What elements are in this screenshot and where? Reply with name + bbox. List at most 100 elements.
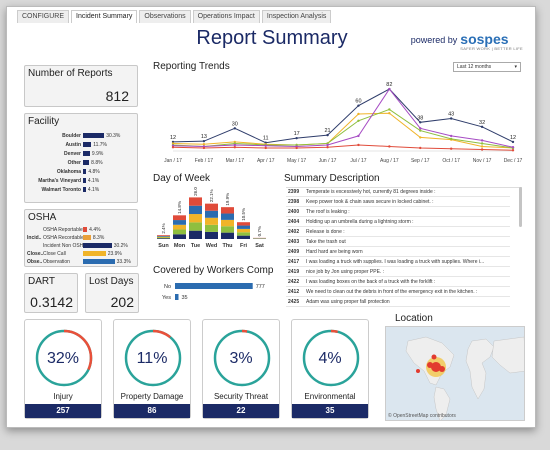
day-bar-segment[interactable]: [205, 217, 218, 225]
facility-bar: [83, 187, 86, 192]
gauge-percent: 3%: [229, 350, 253, 367]
day-bar-segment[interactable]: [189, 222, 202, 231]
day-bar-segment[interactable]: [221, 219, 234, 227]
day-bar-segment[interactable]: [221, 226, 234, 233]
trend-series-1[interactable]: [172, 112, 514, 149]
day-bar-segment[interactable]: [221, 207, 234, 214]
workers-comp-category: No: [164, 284, 171, 290]
gauge-card[interactable]: 32% Injury 257: [24, 319, 102, 419]
day-bar-segment[interactable]: [237, 222, 250, 226]
day-bar-segment[interactable]: [205, 210, 218, 218]
heat-zone-inner: [431, 362, 441, 372]
heat-spot-2: [439, 366, 445, 372]
day-label: Tue: [191, 243, 200, 249]
summary-row[interactable]: 2409 Hard hard are being worn: [286, 248, 510, 257]
trend-point: [419, 146, 422, 150]
facility-row[interactable]: Walmart Toronto 4.1%: [25, 186, 100, 193]
trend-series-4[interactable]: [172, 144, 514, 151]
day-label: Thu: [222, 243, 232, 249]
facility-row[interactable]: Denver 9.9%: [25, 150, 103, 157]
trend-point: [264, 144, 267, 147]
day-bar-segment[interactable]: [157, 235, 170, 237]
osha-row[interactable]: Incid.. OSHA Recordable 8.3%: [27, 234, 139, 241]
summary-text: Holding up an umbrella during a lightnin…: [306, 219, 414, 225]
tab-observations[interactable]: Observations: [139, 10, 191, 23]
summary-id: 2404: [288, 219, 300, 225]
tab-configure[interactable]: CONFIGURE: [17, 10, 69, 23]
summary-row[interactable]: 2412 We need to clean out the debris in f…: [286, 288, 510, 297]
day-bar-segment[interactable]: [173, 220, 186, 225]
workers-comp-bar[interactable]: [175, 294, 179, 300]
gauge-label: Security Threat: [213, 392, 269, 401]
facility-row[interactable]: Other 8.8%: [25, 159, 103, 166]
day-bar-segment[interactable]: [205, 224, 218, 232]
day-bar-segment[interactable]: [157, 236, 170, 238]
day-bar-segment[interactable]: [237, 232, 250, 236]
summary-row[interactable]: 2402 Release is done :: [286, 228, 510, 237]
day-bar-segment[interactable]: [173, 234, 186, 239]
osha-name: OSHA Recordable: [43, 234, 83, 241]
day-bar-segment[interactable]: [173, 229, 186, 235]
x-tick-label: Jun / 17: [319, 158, 337, 164]
summary-row[interactable]: 2399 Temperate is excessively hot, curren…: [286, 188, 510, 197]
trend-series-3[interactable]: [172, 88, 514, 148]
summary-row[interactable]: 2419 nice job by Jon using proper PPE. :: [286, 268, 510, 277]
scrollbar[interactable]: [519, 187, 522, 227]
osha-row[interactable]: Obse.. Observation 33.3%: [27, 258, 139, 265]
summary-row[interactable]: 2417 I was loading a truck with supplies.…: [286, 258, 510, 267]
summary-row[interactable]: 2403 Take the trash out: [286, 238, 510, 247]
facility-row[interactable]: Austin 11.7%: [25, 141, 107, 148]
summary-id: 2398: [288, 199, 300, 205]
summary-id: 2419: [288, 269, 300, 275]
gauge-card[interactable]: 3% Security Threat 22: [202, 319, 280, 419]
day-bar-segment[interactable]: [189, 197, 202, 206]
day-of-week-chart: 2.4% Sun 14.8% Mon 26.0% Tue 22.1% Wed 19.9% Thu 1…: [157, 187, 266, 249]
summary-row[interactable]: 2400 The roof is leaking :: [286, 208, 510, 217]
facility-row[interactable]: Boulder 30.3%: [25, 132, 120, 139]
day-bar-segment[interactable]: [221, 232, 234, 239]
trend-series-0[interactable]: [172, 88, 514, 144]
summary-row[interactable]: 2398 Keep power took & chain saws secure …: [286, 198, 510, 207]
day-bar-segment[interactable]: [189, 230, 202, 239]
osha-category: Obse..: [27, 258, 43, 265]
osha-row[interactable]: OSHA Reportable 4.4%: [27, 226, 139, 233]
osha-row[interactable]: Close.. Close Call 23.9%: [27, 250, 139, 257]
facility-row[interactable]: Martha's Vineyard 4.1%: [25, 177, 99, 184]
day-bar-segment[interactable]: [205, 203, 218, 211]
day-bar-segment[interactable]: [189, 205, 202, 215]
summary-row[interactable]: 2404 Holding up an umbrella during a ligh…: [286, 218, 510, 227]
summary-description-list[interactable]: 2399 Temperate is excessively hot, curren…: [286, 187, 522, 307]
trend-point: [357, 112, 360, 116]
summary-row[interactable]: 2422 I was loading boxes on the back of a…: [286, 278, 510, 287]
facility-name: Other: [67, 159, 81, 166]
osha-value: 8.3%: [92, 234, 105, 241]
date-range-select[interactable]: Last 12 months ▾: [453, 62, 521, 72]
day-bar-segment[interactable]: [173, 215, 186, 221]
day-bar-segment[interactable]: [221, 213, 234, 220]
facility-row[interactable]: Oklahoma 4.8%: [25, 168, 100, 175]
day-bar-segment[interactable]: [157, 235, 170, 236]
osha-rows: OSHA Reportable 4.4% Incid.. OSHA Recordabl…: [25, 226, 139, 266]
day-bar-segment[interactable]: [237, 225, 250, 229]
location-map[interactable]: © OpenStreetMap contributors: [385, 326, 525, 421]
day-bar-segment[interactable]: [157, 237, 170, 239]
gauge-card[interactable]: 11% Property Damage 86: [113, 319, 191, 419]
summary-text: Hard hard are being worn: [306, 249, 363, 255]
day-bar-segment[interactable]: [237, 228, 250, 233]
workers-comp-bar[interactable]: [175, 283, 253, 289]
day-bar-segment[interactable]: [173, 224, 186, 230]
lost-days-label: Lost Days: [89, 276, 134, 287]
day-bar-segment[interactable]: [189, 214, 202, 223]
tab-inspection-analysis[interactable]: Inspection Analysis: [261, 10, 332, 23]
tab-incident-summary[interactable]: Incident Summary: [71, 10, 138, 23]
day-bar-segment[interactable]: [205, 231, 218, 239]
day-bar-segment[interactable]: [157, 238, 170, 239]
day-bar-segment[interactable]: [237, 235, 250, 239]
gauge-label: Property Damage: [120, 392, 184, 401]
gauge-card[interactable]: 4% Environmental 35: [291, 319, 369, 419]
workers-comp-chart: No 777 Yes 35: [162, 283, 265, 301]
osha-row[interactable]: Incident Non OSHA 30.2%: [27, 242, 139, 249]
trend-series-2[interactable]: [172, 108, 514, 149]
summary-row[interactable]: 2425 Adam was using proper fall protectio…: [286, 298, 510, 307]
tab-operations-impact[interactable]: Operations Impact: [192, 10, 260, 23]
